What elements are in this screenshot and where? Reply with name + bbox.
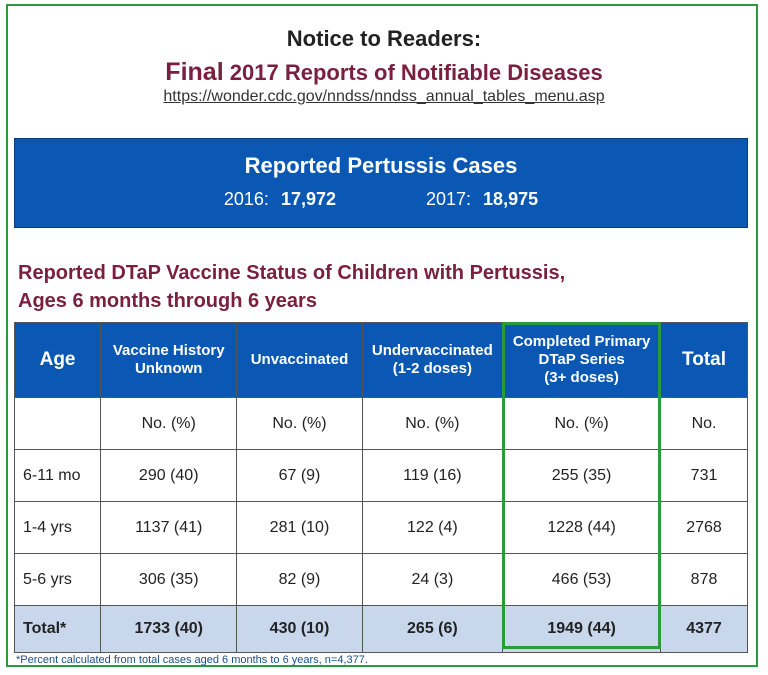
column-header: Age [13, 322, 102, 398]
table-cell: 878 [660, 553, 748, 606]
table-row: 6-11 mo 290 (40) 67 (9) 119 (16) 255 (35) 731 [13, 449, 748, 502]
case-year: 2016: [223, 189, 269, 209]
table-row: Total* 1733 (40) 430 (10) 265 (6) 1949 (44) 4… [13, 605, 748, 653]
header-line: Unvaccinated [250, 351, 349, 368]
table-cell: No. (%) [100, 397, 238, 450]
column-header: Unvaccinated [236, 322, 363, 398]
column-header: Total [660, 322, 748, 398]
table: Age Vaccine History Unknown Unvaccinated Und… [13, 322, 748, 653]
table-cell: 306 (35) [100, 553, 238, 606]
table-cell: 82 (9) [236, 553, 363, 606]
table-row: 5-6 yrs 306 (35) 82 (9) 24 (3) 466 (53) 878 [13, 553, 748, 606]
box-title: Reported Pertussis Cases [244, 153, 518, 178]
table-cell: 281 (10) [236, 501, 363, 554]
table-cell: 1949 (44) [502, 605, 662, 653]
table-cell: 466 (53) [502, 553, 662, 606]
table-cell: Total* [13, 605, 102, 653]
frame [6, 4, 758, 667]
table-cell: No. (%) [502, 397, 662, 450]
table-cell: 290 (40) [100, 449, 238, 502]
header-line: Total [682, 349, 727, 370]
table-cell: No. (%) [361, 397, 504, 450]
table-title: Ages 6 months through 6 years [18, 290, 317, 312]
column-header: Undervaccinated (1-2 doses) [361, 322, 504, 398]
table-cell: 119 (16) [361, 449, 504, 502]
header-line: (3+ doses) [544, 369, 619, 386]
table-cell: 1228 (44) [502, 501, 662, 554]
case-item: 2017: 18,975 [426, 189, 538, 210]
header-line: Completed Primary [512, 333, 651, 350]
footnote: *Percent calculated from total cases age… [16, 654, 368, 666]
table-cell: 2768 [660, 501, 748, 554]
table-cell: No. (%) [236, 397, 363, 450]
link[interactable]: https://wonder.cdc.gov/nndss/nndss_annua… [163, 88, 605, 105]
table-cell: 24 (3) [361, 553, 504, 606]
table-cell: No. [660, 397, 748, 450]
table-cell [13, 397, 102, 450]
table-cell: 1-4 yrs [13, 501, 102, 554]
subtitle: Final 2017 Reports of Notifiable Disease… [0, 58, 768, 87]
table-cell: 430 (10) [236, 605, 363, 653]
table-cell: 67 (9) [236, 449, 363, 502]
column-header: Completed Primary DTaP Series (3+ doses) [502, 322, 662, 398]
subtitle-lead: Final [165, 58, 224, 86]
box-items: 2016: 17,972 2017: 18,975 [15, 189, 747, 210]
header-line: (1-2 doses) [392, 360, 472, 377]
table-cell: 6-11 mo [13, 449, 102, 502]
case-count: 18,975 [483, 189, 539, 209]
table-cell: 255 (35) [502, 449, 662, 502]
case-count: 17,972 [280, 189, 336, 209]
cases-box: Reported Pertussis Cases 2016: 17,972 2017… [14, 138, 748, 228]
header-row: Age Vaccine History Unknown Unvaccinated Und… [13, 322, 748, 398]
header-line: Vaccine History [112, 342, 225, 359]
table-row: 1-4 yrs 1137 (41) 281 (10) 122 (4) 1228 (44)… [13, 501, 748, 554]
table-cell: 1733 (40) [100, 605, 238, 653]
case-year: 2017: [426, 189, 472, 209]
table-cell: 1137 (41) [100, 501, 238, 554]
table-cell: 4377 [660, 605, 748, 653]
table-cell: 265 (6) [361, 605, 504, 653]
table-cell: 5-6 yrs [13, 553, 102, 606]
table-title: Reported DTaP Vaccine Status of Children… [18, 262, 566, 284]
case-item: 2016: 17,972 [224, 189, 336, 210]
table-cell: 122 (4) [361, 501, 504, 554]
subtitle-rest: 2017 Reports of Notifiable Diseases [229, 60, 603, 85]
header-line: Age [39, 349, 76, 370]
table-row: No. (%) No. (%) No. (%) No. (%) No. [13, 397, 748, 450]
header-line: DTaP Series [538, 351, 625, 368]
title: Notice to Readers: [286, 26, 482, 51]
table-cell: 731 [660, 449, 748, 502]
column-header: Vaccine History Unknown [100, 322, 238, 398]
header-line: Undervaccinated [371, 342, 493, 359]
header-line: Unknown [134, 360, 203, 377]
